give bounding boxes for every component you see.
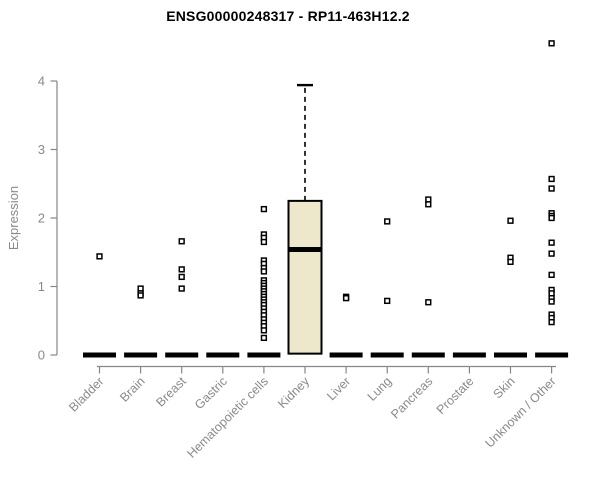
x-category-label: Bladder — [66, 374, 106, 414]
outlier-point — [178, 238, 185, 245]
outlier-point — [548, 298, 555, 305]
y-tick-label: 2 — [38, 211, 45, 226]
x-category-label: Brain — [117, 374, 148, 405]
outlier-point — [548, 318, 555, 326]
box-median — [206, 352, 240, 358]
outlier-point — [260, 268, 268, 275]
box-median — [165, 352, 199, 358]
x-category-label: Skin — [491, 374, 518, 401]
outlier-point — [548, 175, 555, 183]
outlier-point — [548, 185, 555, 192]
outlier-point — [384, 218, 391, 225]
x-category-label: Kidney — [275, 374, 312, 411]
chart-title: ENSG00000248317 - RP11-463H12.2 — [166, 8, 410, 24]
box-median — [288, 247, 322, 253]
outlier-point — [548, 239, 555, 246]
outlier-point — [260, 334, 268, 342]
outlier-point — [425, 299, 432, 306]
box-median — [124, 352, 158, 358]
outlier-point — [384, 297, 391, 305]
outlier-point — [96, 253, 103, 260]
x-category-label: Hematopoietic cells — [184, 374, 271, 461]
x-category-label: Liver — [324, 374, 353, 403]
y-tick-label: 4 — [38, 74, 45, 89]
box-median — [411, 352, 445, 358]
box-median — [83, 352, 116, 358]
outlier-point — [548, 271, 555, 279]
outlier-point — [507, 217, 514, 224]
box-median — [247, 352, 281, 358]
box-median — [535, 352, 569, 358]
x-category-label: Lung — [365, 374, 395, 404]
x-category-label: Gastric — [192, 374, 230, 412]
x-category-label: Breast — [153, 374, 189, 410]
x-category-label: Prostate — [434, 374, 477, 417]
box-median — [370, 352, 404, 358]
outlier-point — [178, 266, 185, 273]
box-median — [329, 352, 363, 358]
outlier-point — [260, 238, 268, 246]
box — [287, 199, 323, 355]
box-median — [452, 352, 486, 358]
outlier-point — [548, 40, 555, 47]
x-category-label: Unknown / Other — [482, 374, 558, 450]
outlier-point — [178, 273, 185, 281]
y-tick-label: 1 — [38, 279, 45, 294]
outlier-point — [548, 214, 555, 222]
outlier-point — [260, 205, 268, 213]
outlier-point — [548, 250, 555, 257]
x-category-label: Pancreas — [388, 374, 435, 421]
outlier-point — [342, 294, 350, 302]
outlier-point — [507, 258, 514, 265]
outlier-point — [260, 327, 268, 334]
outlier-point — [137, 292, 144, 299]
outlier-point — [178, 285, 185, 292]
outlier-point — [425, 201, 432, 208]
box-median — [494, 352, 527, 358]
y-tick-label: 0 — [38, 348, 45, 363]
y-tick-label: 3 — [38, 142, 45, 157]
